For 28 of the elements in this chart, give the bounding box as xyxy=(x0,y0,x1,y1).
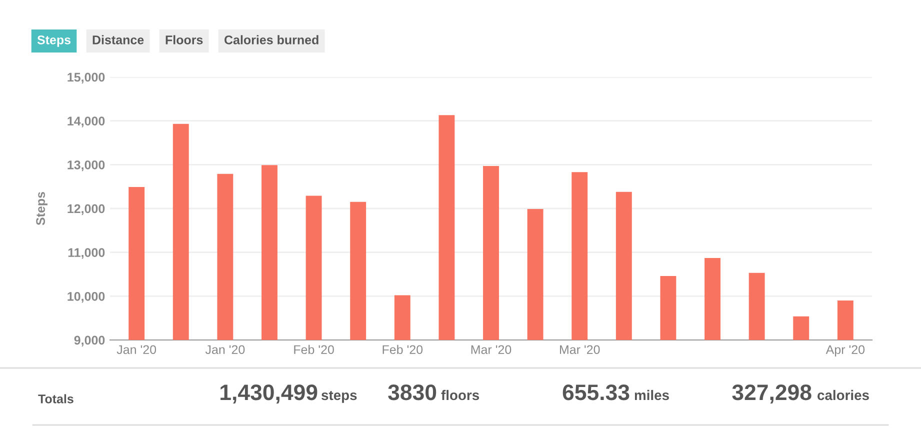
x-tick-label: Apr '20 xyxy=(826,345,865,357)
text: Totals xyxy=(38,394,74,404)
text: Calories burned xyxy=(224,35,318,44)
text: floors xyxy=(441,390,480,400)
text: 3830 xyxy=(388,384,436,400)
y-tick-label: 10,000 xyxy=(68,292,105,303)
y-axis-title: Steps xyxy=(36,192,48,226)
x-tick-label: Jan '20 xyxy=(205,345,245,354)
x-tick-label: Jan '20 xyxy=(116,345,156,354)
y-tick-label: 15,000 xyxy=(68,72,105,84)
y-tick-label: 13,000 xyxy=(68,160,105,172)
x-tick-label: Mar '20 xyxy=(560,345,600,354)
text: steps xyxy=(321,390,357,403)
text: miles xyxy=(634,390,669,400)
y-tick-label: 14,000 xyxy=(68,116,105,128)
y-tick-label: 9,000 xyxy=(74,336,105,346)
text: 1,430,499 xyxy=(220,384,318,404)
x-tick-label: Feb '20 xyxy=(294,344,334,354)
text: Steps xyxy=(37,36,71,47)
y-tick-label: 12,000 xyxy=(68,204,105,215)
x-tick-label: Feb '20 xyxy=(382,344,423,354)
text: 655.33 xyxy=(562,384,630,400)
text: Floors xyxy=(166,35,203,44)
text: calories xyxy=(818,390,869,400)
x-tick-label: Mar '20 xyxy=(471,345,512,354)
text: 327,298 xyxy=(732,384,812,404)
text: Distance xyxy=(92,35,144,44)
y-tick-label: 11,000 xyxy=(68,248,105,259)
